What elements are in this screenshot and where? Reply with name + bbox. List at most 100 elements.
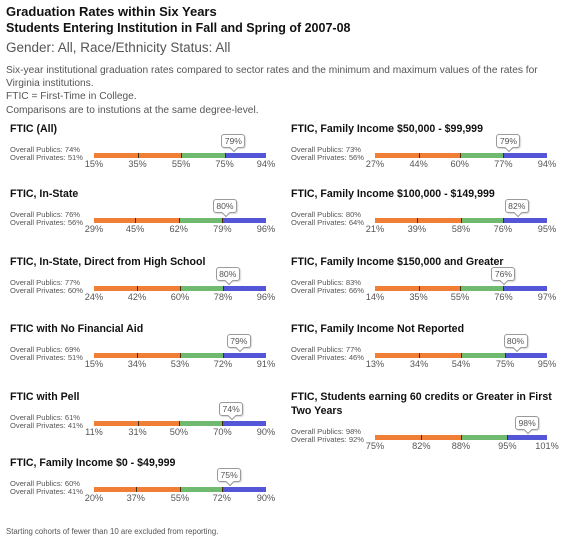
band-divider	[224, 153, 226, 158]
panel-title: FTIC with Pell	[10, 391, 80, 403]
tick-label: 55%	[170, 493, 190, 503]
bullet-chart-panel: FTIC with No Financial Aid Overall Public…	[10, 322, 285, 382]
tick-label: 35%	[409, 292, 428, 302]
tick-label: 72%	[213, 359, 233, 369]
tick-label: 45%	[125, 224, 145, 234]
tick-label: 11%	[85, 427, 103, 437]
mid-range-band	[180, 487, 222, 492]
tick-label: 94%	[256, 159, 276, 169]
bullet-chart-panel: FTIC, Students earning 60 credits or Gre…	[291, 390, 566, 451]
low-range-band	[94, 286, 137, 291]
tick-label: 96%	[256, 292, 276, 302]
tick-label: 29%	[84, 224, 104, 234]
bullet-chart-panel: FTIC, Family Income $100,000 - $149,999 O…	[291, 187, 566, 247]
overall-publics-label: Overall Publics: 77%	[291, 345, 362, 354]
high-range-band	[503, 153, 547, 158]
tick-label: 27%	[365, 159, 385, 169]
overall-publics-label: Overall Publics: 98%	[291, 427, 362, 436]
band-divider	[137, 421, 139, 426]
panel-title: FTIC, In-State	[10, 188, 79, 200]
tick-label: 82%	[412, 441, 431, 451]
institution-value-marker[interactable]: 98%	[515, 416, 540, 430]
panel-title: FTIC, Students earning 60 credits or Gre…	[291, 391, 552, 417]
band-divider	[419, 353, 421, 358]
tick-label: 101%	[535, 441, 559, 451]
tick-label: 78%	[213, 292, 233, 302]
institution-value-marker[interactable]: 79%	[496, 134, 521, 148]
tick-label: 96%	[256, 224, 276, 234]
institution-value-marker[interactable]: 79%	[221, 134, 246, 148]
band-divider	[135, 218, 137, 223]
high-range-band	[222, 421, 266, 426]
band-divider	[421, 435, 423, 440]
institution-value-marker[interactable]: 80%	[503, 334, 528, 348]
mid-range-band	[461, 435, 508, 440]
institution-value-marker[interactable]: 76%	[491, 267, 516, 281]
mid-range-band	[178, 421, 223, 426]
overall-privates-label: Overall Privates: 46%	[291, 353, 365, 362]
tick-label: 76%	[494, 292, 513, 302]
panel-title: FTIC (All)	[10, 123, 58, 135]
tick-label: 34%	[409, 359, 429, 369]
tick-label: 42%	[127, 292, 147, 302]
tick-label: 37%	[126, 493, 145, 503]
high-range-band	[222, 218, 266, 223]
panel-title: FTIC, Family Income $0 - $49,999	[10, 457, 176, 469]
tick-label: 60%	[170, 292, 190, 302]
overall-privates-label: Overall Privates: 66%	[291, 286, 365, 295]
high-range-band	[507, 435, 547, 440]
band-divider	[461, 435, 462, 440]
overall-privates-label: Overall Privates: 64%	[291, 218, 365, 227]
bullet-chart-panel: FTIC, Family Income Not Reported Overall …	[291, 322, 566, 382]
mid-range-band	[180, 353, 223, 358]
panel-title: FTIC, Family Income $50,000 - $99,999	[291, 123, 483, 135]
low-mid-range-band	[135, 487, 180, 492]
overall-privates-label: Overall Privates: 51%	[10, 153, 84, 162]
tick-label: 15%	[84, 359, 104, 369]
low-mid-range-band	[137, 421, 179, 426]
institution-value-marker[interactable]: 79%	[226, 334, 251, 348]
institution-value-marker[interactable]: 80%	[212, 199, 237, 213]
low-range-band	[375, 286, 419, 291]
tick-label: 55%	[450, 292, 470, 302]
institution-value-marker[interactable]: 82%	[504, 199, 529, 213]
bullet-chart-panel: FTIC, Family Income $50,000 - $99,999 Ove…	[291, 122, 566, 182]
institution-value-marker[interactable]: 74%	[219, 402, 244, 416]
band-divider	[459, 286, 461, 291]
band-divider	[503, 153, 505, 158]
tick-label: 95%	[537, 359, 557, 369]
footer-note: Starting cohorts of fewer than 10 are ex…	[6, 527, 219, 536]
low-mid-range-band	[419, 353, 461, 358]
tick-label: 97%	[537, 292, 557, 302]
tick-label: 77%	[494, 159, 513, 169]
overall-publics-label: Overall Publics: 77%	[10, 278, 81, 287]
low-mid-range-band	[421, 435, 461, 440]
overall-publics-label: Overall Publics: 76%	[10, 210, 81, 219]
report-description: Six-year institutional graduation rates …	[6, 64, 568, 117]
band-divider	[180, 487, 181, 492]
band-divider	[459, 153, 461, 158]
report-header: Graduation Rates within Six Years Studen…	[6, 3, 566, 58]
low-range-band	[375, 353, 420, 358]
low-range-band	[94, 218, 136, 223]
tick-label: 62%	[169, 224, 188, 234]
tick-label: 95%	[498, 441, 517, 451]
overall-publics-label: Overall Publics: 73%	[291, 145, 362, 154]
tick-label: 50%	[169, 427, 189, 437]
report-subtitle: Students Entering Institution in Fall an…	[6, 21, 351, 35]
band-divider	[137, 153, 139, 158]
institution-value-marker[interactable]: 80%	[215, 267, 240, 281]
mid-range-band	[459, 286, 504, 291]
mid-range-band	[461, 353, 506, 358]
tick-label: 88%	[451, 441, 471, 451]
mid-range-band	[459, 153, 504, 158]
tick-label: 75%	[365, 441, 385, 451]
low-mid-range-band	[418, 153, 460, 158]
high-range-band	[503, 286, 547, 291]
band-divider	[223, 353, 224, 358]
panel-title: FTIC, Family Income Not Reported	[291, 323, 465, 335]
description-line: FTIC = First-Time in College.	[6, 91, 137, 103]
institution-value-marker[interactable]: 75%	[217, 468, 242, 482]
tick-label: 95%	[537, 224, 557, 234]
mid-range-band	[178, 218, 223, 223]
